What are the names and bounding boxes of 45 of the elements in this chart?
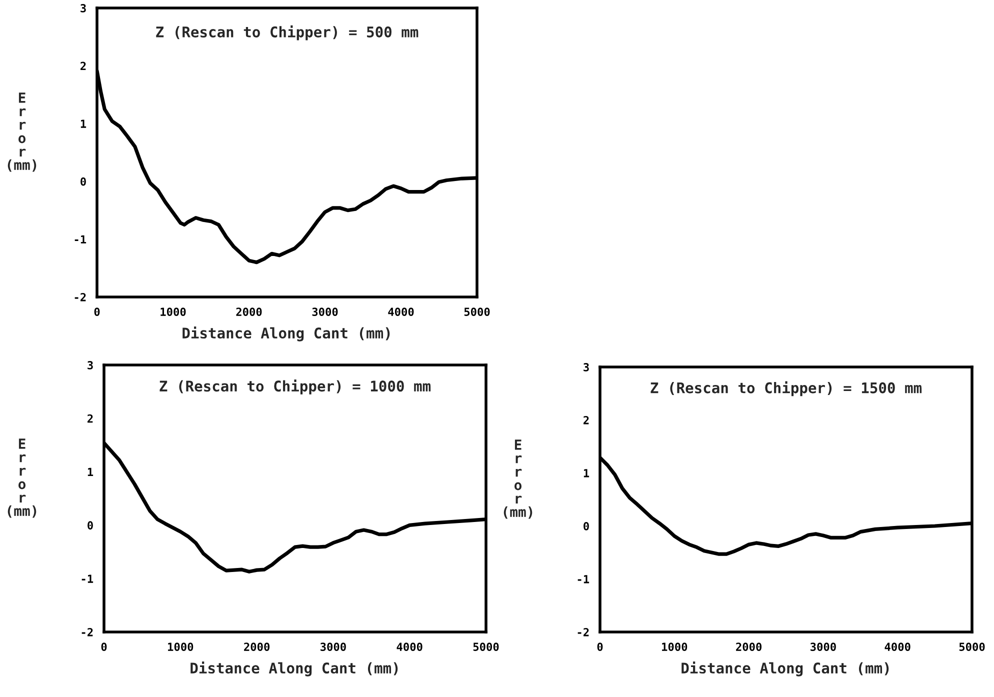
- y-tick-label: 0: [80, 177, 86, 186]
- y-tick-label: -2: [82, 628, 93, 636]
- y-axis-title: E r r o r (mm): [8, 92, 36, 172]
- y-tick-label: 1: [584, 469, 590, 478]
- x-tick-label: 4000: [396, 642, 422, 652]
- x-tick-label: 2000: [736, 642, 762, 652]
- y-tick-label: -2: [74, 292, 86, 302]
- x-tick-label: 3000: [320, 642, 346, 652]
- x-tick-label: 2000: [236, 308, 262, 316]
- y-tick-label: 2: [88, 414, 93, 423]
- y-tick-label: 3: [584, 362, 589, 372]
- x-tick-label: 4000: [884, 642, 910, 652]
- x-tick-label: 5000: [959, 642, 985, 652]
- x-tick-label: 1000: [168, 642, 194, 652]
- x-tick-label: 3000: [810, 642, 836, 652]
- y-tick-label: -1: [578, 575, 590, 584]
- y-tick-label: -1: [82, 574, 94, 583]
- x-tick-label: 5000: [473, 642, 499, 652]
- y-axis-title: E r r o r (mm): [8, 438, 36, 518]
- y-tick-label: 3: [88, 360, 93, 370]
- y-axis-title: E r r o r (mm): [504, 440, 532, 519]
- x-axis-title: Distance Along Cant (mm): [190, 661, 398, 676]
- text: Z (Rescan to Chipper) = 500 mm: [156, 25, 418, 40]
- y-tick-label: 3: [80, 4, 86, 12]
- y-tick-label: 2: [584, 416, 589, 424]
- x-tick-label: 1000: [662, 642, 688, 652]
- text: Z (Rescan to Chipper) = 1000 mm: [160, 380, 431, 394]
- y-tick-label: 2: [80, 62, 86, 70]
- y-tick-label: 1: [80, 120, 86, 128]
- x-tick-label: 1000: [160, 308, 186, 316]
- y-tick-label: -1: [74, 235, 86, 244]
- x-axis-title: Distance Along Cant (mm): [682, 661, 889, 676]
- y-tick-label: 0: [88, 521, 93, 530]
- x-tick-label: 5000: [464, 308, 490, 316]
- y-tick-label: 1: [88, 468, 94, 476]
- x-tick-label: 3000: [312, 308, 338, 316]
- x-tick-label: 4000: [388, 308, 414, 316]
- y-tick-label: -2: [578, 628, 589, 636]
- x-tick-label: 0: [101, 642, 107, 652]
- text: Z (Rescan to Chipper) = 1500 mm: [650, 381, 922, 396]
- x-tick-label: 0: [94, 308, 100, 316]
- y-tick-label: 0: [584, 522, 589, 530]
- x-tick-label: 0: [597, 642, 603, 652]
- x-tick-label: 2000: [244, 642, 270, 652]
- x-axis-title: Distance Along Cant (mm): [182, 326, 390, 342]
